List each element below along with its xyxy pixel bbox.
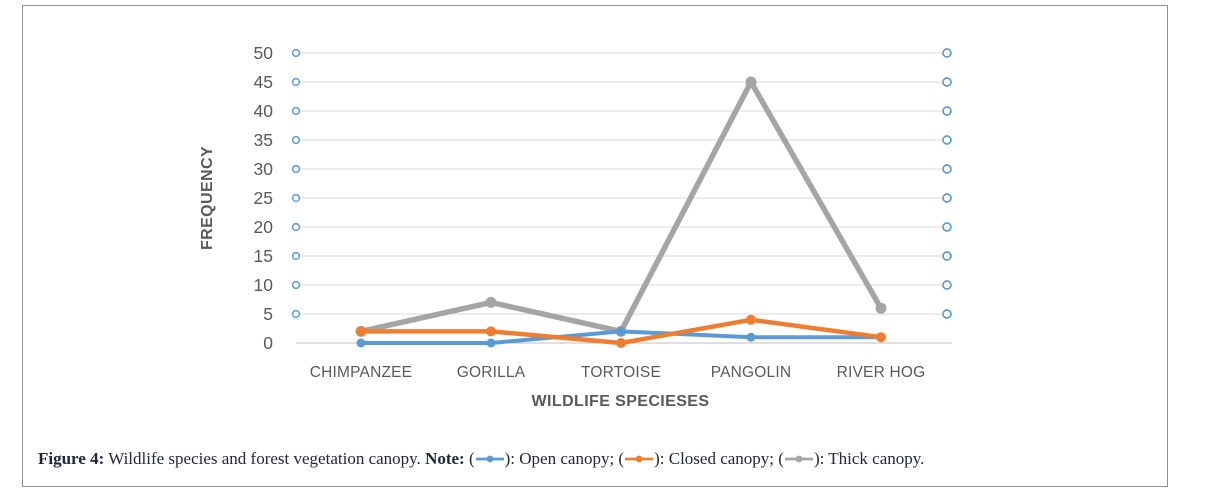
series-marker-open-canopy [356, 338, 366, 348]
y-axis-tick-circle-left [291, 280, 301, 290]
legend-label: ): Thick canopy. [813, 449, 925, 468]
legend-sample-closed-canopy [625, 455, 654, 463]
y-axis-tick-circle-right [942, 251, 952, 261]
legend-sample-dot [635, 455, 643, 463]
series-marker-thick-canopy [875, 302, 887, 314]
category-label: PANGOLIN [711, 364, 792, 381]
y-tick-label: 35 [254, 130, 273, 150]
y-axis-tick-circle-right [942, 135, 952, 145]
legend-label: ): Open canopy; [504, 449, 619, 468]
y-tick-label: 25 [254, 188, 273, 208]
y-axis-tick-circle-left [291, 222, 301, 232]
y-tick-label: 10 [254, 275, 274, 295]
series-line-thick-canopy [358, 79, 884, 335]
y-axis-tick-circle-left [291, 193, 301, 203]
legend-sample-dot [795, 455, 803, 463]
series-marker-thick-canopy [745, 76, 757, 88]
series-marker-closed-canopy [746, 314, 756, 325]
y-tick-label: 30 [254, 159, 274, 179]
series-marker-open-canopy [486, 338, 496, 348]
series-marker-closed-canopy [486, 326, 496, 337]
y-tick-label: 40 [254, 101, 274, 121]
y-axis-tick-circle-left [291, 135, 301, 145]
y-axis-tick-circle-left [291, 309, 301, 319]
caption-text: Wildlife species and forest vegetation c… [104, 449, 426, 468]
series-marker-closed-canopy [616, 338, 626, 348]
caption-notes: (): Open canopy; (): Closed canopy; (): … [464, 449, 925, 468]
y-axis-tick-circle-left [291, 164, 301, 174]
legend-label: ): Closed canopy; [654, 449, 779, 468]
legend-sample-dot [486, 455, 494, 463]
y-axis-tick-circle-right [942, 280, 952, 290]
y-axis-tick-circle-left [291, 77, 301, 87]
y-axis-title: FREQUENCY [199, 146, 216, 250]
figure-caption: Figure 4: Wildlife species and forest ve… [38, 449, 1153, 469]
figure-border [22, 5, 1168, 487]
y-axis-tick-circle-right [942, 48, 952, 58]
series-marker-open-canopy [616, 326, 626, 336]
category-label: TORTOISE [581, 364, 661, 381]
category-label: RIVER HOG [837, 364, 926, 381]
y-axis-tick-circle-right [942, 106, 952, 116]
series-marker-open-canopy [746, 332, 756, 342]
y-tick-label: 0 [263, 333, 273, 353]
figure-label: Figure 4: [38, 449, 105, 468]
y-axis-tick-circle-right [942, 77, 952, 87]
series-marker-thick-canopy [485, 296, 497, 308]
y-axis-tick-circle-left [291, 251, 301, 261]
series-marker-closed-canopy [876, 332, 886, 343]
category-label: CHIMPANZEE [310, 364, 412, 381]
y-tick-label: 15 [254, 246, 273, 266]
y-tick-label: 45 [254, 72, 273, 92]
y-axis-tick-circle-right [942, 193, 952, 203]
y-axis-tick-circle-left [291, 106, 301, 116]
y-axis-tick-circle-right [942, 164, 952, 174]
y-axis-tick-circle-right [942, 222, 952, 232]
x-axis-title: WILDLIFE SPECIESES [532, 393, 710, 410]
y-tick-label: 50 [254, 43, 274, 63]
category-label: GORILLA [457, 364, 526, 381]
y-axis-tick-circle-right [942, 309, 952, 319]
note-label: Note: [425, 449, 465, 468]
y-tick-label: 20 [254, 217, 274, 237]
legend-sample-thick-canopy [784, 455, 813, 463]
legend-sample-open-canopy [475, 455, 504, 463]
series-marker-closed-canopy [356, 326, 366, 337]
y-axis-tick-circle-left [291, 48, 301, 58]
y-tick-label: 5 [263, 304, 273, 324]
